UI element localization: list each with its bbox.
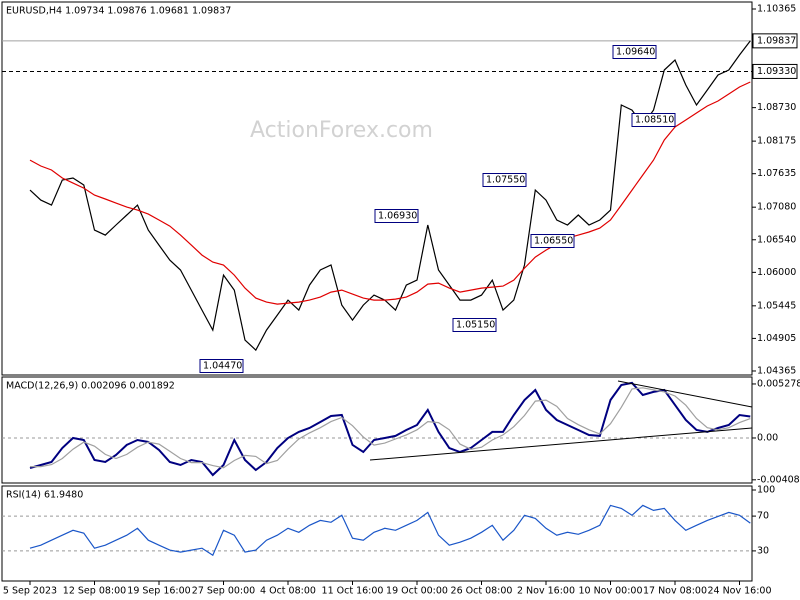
y-tick-label: 1.10365 (757, 3, 796, 14)
annotation-box (374, 209, 419, 223)
annotation-box (612, 45, 657, 59)
series-line (29, 504, 751, 557)
x-tick-label: 17 Nov 08:00 (643, 586, 707, 597)
x-tick-label: 11 Oct 16:00 (322, 586, 384, 597)
trend-line (617, 380, 753, 408)
y-tick-label: 0.00 (757, 432, 778, 443)
x-tick-label: 27 Sep 00:00 (192, 586, 255, 597)
annotation: 1.04470 (203, 361, 242, 372)
trend-line (369, 427, 753, 461)
series-line (29, 381, 751, 477)
series-line (29, 40, 751, 352)
panel-title: EURUSD,H4 1.09734 1.09876 1.09681 1.0983… (6, 6, 231, 17)
annotation-box (199, 359, 244, 373)
y-tick-label: 70 (757, 511, 769, 522)
price-label-box (752, 63, 798, 79)
annotation-box (530, 234, 575, 248)
x-tick-label: 10 Nov 00:00 (578, 586, 642, 597)
annotation: 1.07550 (486, 175, 525, 186)
watermark: ActionForex.com (250, 118, 433, 143)
series-line (30, 387, 751, 469)
y-tick-label: 1.05445 (757, 300, 796, 311)
y-tick-label: 1.08175 (757, 136, 796, 147)
price-label-box (752, 33, 798, 49)
y-tick-label: 1.04365 (757, 365, 796, 376)
x-tick-label: 5 Sep 2023 (3, 586, 57, 597)
x-tick-label: 19 Oct 00:00 (386, 586, 448, 597)
panel-title: MACD(12,26,9) 0.002096 0.001892 (6, 381, 175, 392)
panel-title: RSI(14) 61.9480 (6, 490, 83, 501)
price-label: 1.09330 (757, 66, 796, 77)
series-line (29, 81, 751, 305)
y-tick-label: 1.07635 (757, 168, 796, 179)
annotation: 1.06550 (534, 236, 573, 247)
price-label: 1.09837 (757, 35, 796, 46)
annotation: 1.09640 (616, 47, 655, 58)
annotation: 1.08510 (635, 115, 674, 126)
x-tick-label: 19 Sep 16:00 (127, 586, 190, 597)
annotation-box (631, 113, 676, 127)
y-tick-label: 1.04905 (757, 333, 796, 344)
y-tick-label: 0.005278 (757, 378, 800, 389)
x-tick-label: 12 Sep 08:00 (63, 586, 126, 597)
x-tick-label: 24 Nov 16:00 (707, 586, 771, 597)
panel-frame (1, 485, 753, 582)
y-tick-label: 1.06540 (757, 234, 796, 245)
y-tick-label: 1.08730 (757, 102, 796, 113)
y-tick-label: 1.07080 (757, 202, 796, 213)
y-tick-label: 1.06000 (757, 267, 796, 278)
panel-frame (1, 376, 753, 484)
x-tick-label: 26 Oct 08:00 (451, 586, 513, 597)
y-tick-label: -0.004087 (757, 474, 800, 485)
annotation: 1.05150 (456, 320, 495, 331)
annotation: 1.06930 (378, 211, 417, 222)
panel-frame (1, 1, 753, 376)
y-tick-label: 30 (757, 545, 769, 556)
x-tick-label: 2 Nov 16:00 (517, 586, 575, 597)
x-tick-label: 4 Oct 08:00 (260, 586, 316, 597)
annotation-box (452, 318, 497, 332)
y-tick-label: 100 (757, 485, 775, 496)
annotation-box (482, 173, 527, 187)
